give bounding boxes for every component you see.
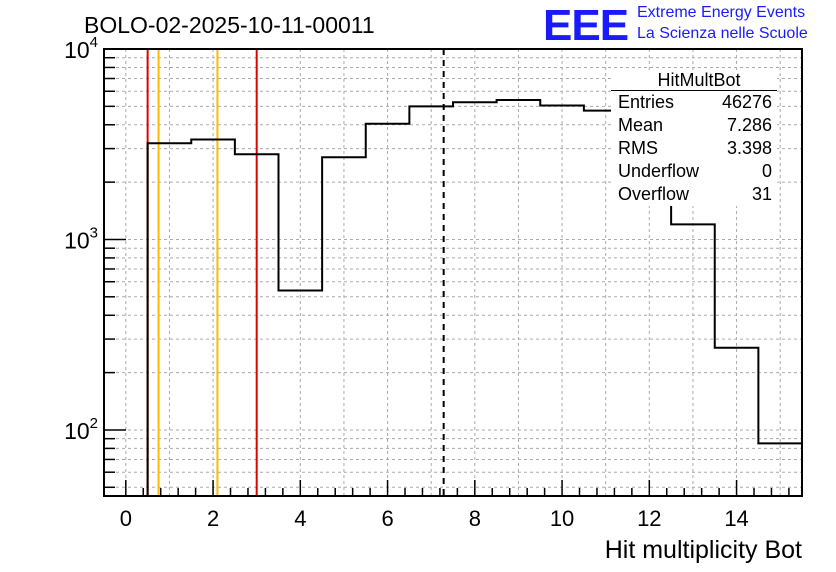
eee-logo: EEE (543, 1, 629, 50)
stats-row: Entries 46276 (611, 91, 777, 114)
tick-labels: 0 2 4 6 8 10 12 14 102 103 104 (64, 34, 749, 531)
x-tick-label: 10 (550, 506, 574, 531)
logo-text-line1: Extreme Energy Events (637, 4, 806, 21)
stats-row: RMS 3.398 (611, 137, 777, 160)
x-tick-label: 2 (207, 506, 219, 531)
x-tick-label: 14 (724, 506, 748, 531)
x-tick-label: 8 (469, 506, 481, 531)
stats-value: 31 (751, 184, 772, 204)
y-tick-label: 102 (64, 415, 98, 444)
marker-lines (146, 49, 445, 496)
histogram-series (146, 98, 802, 496)
stats-row: Underflow 0 (611, 160, 777, 183)
stats-value: 7.286 (726, 115, 772, 135)
stats-value: 46276 (721, 92, 772, 112)
x-tick-label: 6 (381, 506, 393, 531)
stats-label: RMS (618, 138, 658, 158)
plot-frame (103, 48, 803, 497)
stats-value: 0 (761, 161, 772, 181)
stats-label: Overflow (618, 184, 690, 204)
stats-value: 3.398 (726, 138, 772, 158)
grid-lines (104, 48, 802, 496)
stats-label: Underflow (618, 161, 700, 181)
axis-ticks (104, 48, 790, 496)
logo-text-line2: La Scienza nelle Scuole (637, 25, 808, 42)
stats-row: Overflow 31 (611, 183, 777, 206)
stats-title: HitMultBot (611, 70, 777, 91)
stats-box: HitMultBot Entries 46276 Mean 7.286 RMS 3.3… (611, 70, 777, 206)
chart-title: BOLO-02-2025-10-11-00011 (84, 12, 375, 38)
stats-label: Entries (618, 92, 675, 112)
y-tick-label: 104 (64, 34, 98, 63)
x-tick-label: 4 (294, 506, 306, 531)
x-tick-label: 12 (637, 506, 661, 531)
x-axis-label: Hit multiplicity Bot (604, 536, 802, 564)
stats-label: Mean (618, 115, 664, 135)
stats-row: Mean 7.286 (611, 114, 777, 137)
x-tick-label: 0 (120, 506, 132, 531)
y-tick-label: 103 (64, 224, 98, 253)
